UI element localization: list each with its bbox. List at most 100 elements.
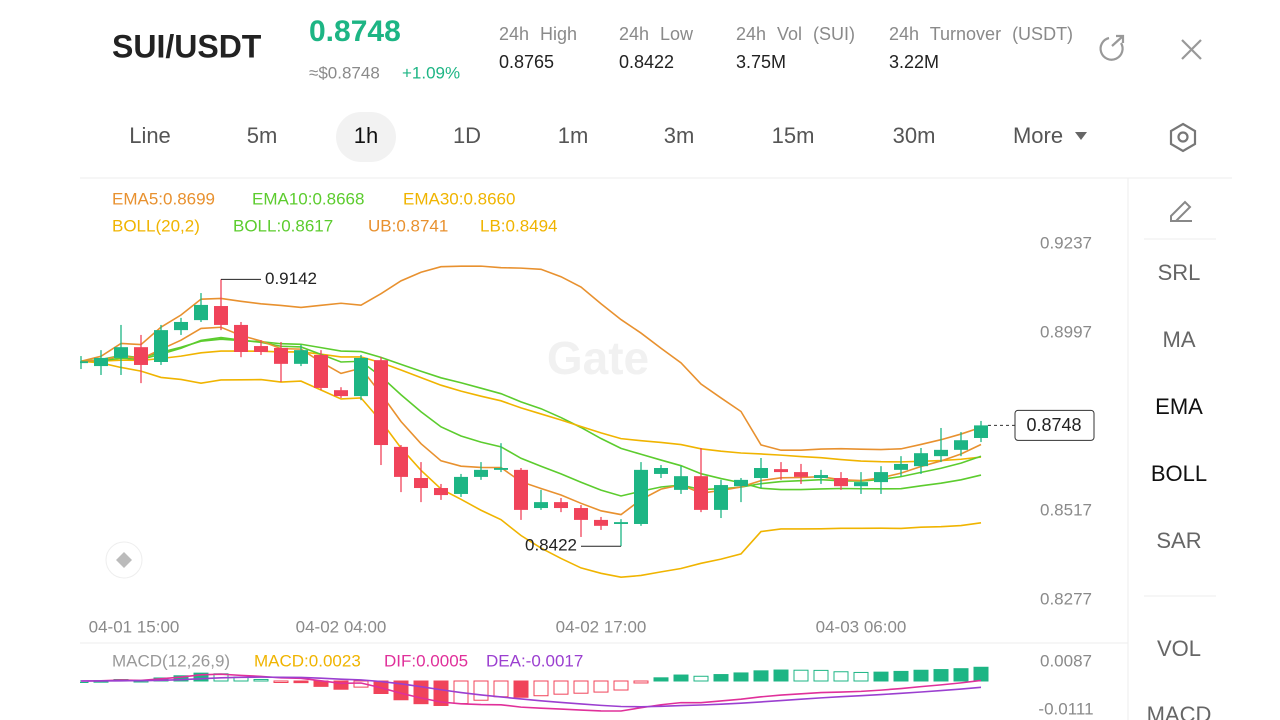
dea-line	[80, 676, 982, 708]
draw-button[interactable]	[1170, 200, 1192, 222]
macd-bar	[553, 680, 569, 695]
candle-body	[834, 478, 848, 487]
candle-body	[714, 485, 728, 510]
candle-body	[134, 347, 148, 365]
macd-bar	[933, 669, 949, 682]
ema10	[80, 336, 982, 497]
close-button[interactable]	[1181, 39, 1202, 60]
ema-label: EMA5:0.8699	[112, 189, 215, 208]
macd-bar	[273, 680, 289, 683]
candle-body	[334, 390, 348, 397]
menu-item[interactable]: MA	[1163, 327, 1196, 352]
stat-value: 0.8765	[499, 52, 554, 72]
stat-value: 3.22M	[889, 52, 939, 72]
candle-body	[574, 508, 588, 520]
macd-bar	[893, 670, 909, 682]
y-tick-label: 0.8517	[1040, 500, 1092, 519]
stat-label: 24h High	[499, 24, 577, 44]
boll-lower	[80, 360, 982, 579]
macd-bar	[673, 674, 689, 682]
pair: SUI/USDT	[112, 28, 262, 64]
macd-bar	[613, 680, 629, 691]
menu-item[interactable]: SAR	[1156, 528, 1201, 553]
ema5	[80, 326, 982, 516]
tab[interactable]: 3m	[664, 123, 695, 148]
ema-label: EMA30:0.8660	[403, 189, 515, 208]
candle-body	[194, 304, 208, 321]
change: +1.09%	[402, 63, 460, 82]
tab[interactable]: 1D	[453, 123, 481, 148]
macd-bar	[473, 680, 489, 701]
macd-label: DEA:-0.0017	[486, 651, 583, 670]
candle-body	[734, 479, 748, 487]
boll-label: BOLL(20,2)	[112, 216, 200, 235]
tab[interactable]: Line	[129, 123, 171, 148]
boll-label: LB:0.8494	[480, 216, 558, 235]
candle-body	[914, 453, 928, 467]
macd-bar	[733, 672, 749, 682]
tab[interactable]: 1m	[558, 123, 589, 148]
plot: 0.9142 0.8422 0.8748	[80, 265, 1095, 712]
candle-body	[894, 463, 908, 470]
boll-label: BOLL:0.8617	[233, 216, 333, 235]
tab[interactable]: 5m	[247, 123, 278, 148]
candle-body	[254, 346, 268, 352]
macd-bar	[873, 671, 889, 682]
candle-body	[174, 321, 188, 331]
macd-bar	[913, 669, 929, 682]
macd-axis-label: 0.0087	[1040, 651, 1092, 670]
candle-body	[814, 475, 828, 479]
candle-body	[514, 469, 528, 510]
menu-item[interactable]: EMA	[1155, 394, 1203, 419]
candle-body	[934, 449, 948, 457]
dropdown-arrow	[1075, 132, 1087, 140]
boll-upper	[80, 265, 982, 452]
y-tick-label: 0.8277	[1040, 589, 1092, 608]
macd-bar	[633, 680, 649, 684]
candle-body	[114, 347, 128, 358]
macd-bar	[693, 675, 709, 682]
candle-body	[354, 357, 368, 397]
candle-body	[414, 478, 428, 489]
macd-label: DIF:0.0005	[384, 651, 468, 670]
x-tick-label: 04-03 06:00	[816, 617, 907, 636]
share-button[interactable]	[1099, 34, 1125, 61]
menu-item[interactable]: MACD	[1147, 702, 1212, 720]
stat-label: 24h Low	[619, 24, 694, 44]
active-tab-bg	[336, 112, 396, 162]
macd-bar	[653, 677, 669, 682]
usd-price: ≈$0.8748	[309, 63, 380, 82]
candle-body	[234, 324, 248, 352]
tab[interactable]: 1h	[354, 123, 378, 148]
stat-value: 3.75M	[736, 52, 786, 72]
macd-bar	[953, 668, 969, 682]
macd-bar	[253, 678, 269, 682]
macd-label: MACD:0.0023	[254, 651, 361, 670]
macd-bar	[433, 680, 449, 706]
menu-item[interactable]: SRL	[1158, 260, 1201, 285]
x-tick-label: 04-02 04:00	[296, 617, 387, 636]
reset-button[interactable]	[105, 541, 143, 579]
macd-bar	[393, 680, 409, 701]
tab[interactable]: 30m	[893, 123, 936, 148]
macd-bar	[773, 669, 789, 682]
tab[interactable]: 15m	[772, 123, 815, 148]
macd-bar	[853, 671, 869, 682]
settings-button[interactable]	[1169, 122, 1197, 153]
candle-body	[974, 425, 988, 438]
macd-bar	[713, 674, 729, 682]
macd-axis-label: -0.0111	[1038, 699, 1093, 718]
macd-bar	[833, 671, 849, 682]
menu-item[interactable]: BOLL	[1151, 461, 1207, 486]
tab[interactable]: More	[1013, 123, 1063, 148]
watermark: Gate	[547, 332, 649, 384]
high-label: 0.9142	[265, 269, 317, 288]
candle-body	[614, 522, 628, 524]
candle-body	[654, 468, 668, 474]
candle-body	[854, 482, 868, 487]
stat-value: 0.8422	[619, 52, 674, 72]
macd-bar	[413, 680, 429, 705]
menu-item[interactable]: VOL	[1157, 636, 1201, 661]
macd-bar	[973, 666, 989, 682]
